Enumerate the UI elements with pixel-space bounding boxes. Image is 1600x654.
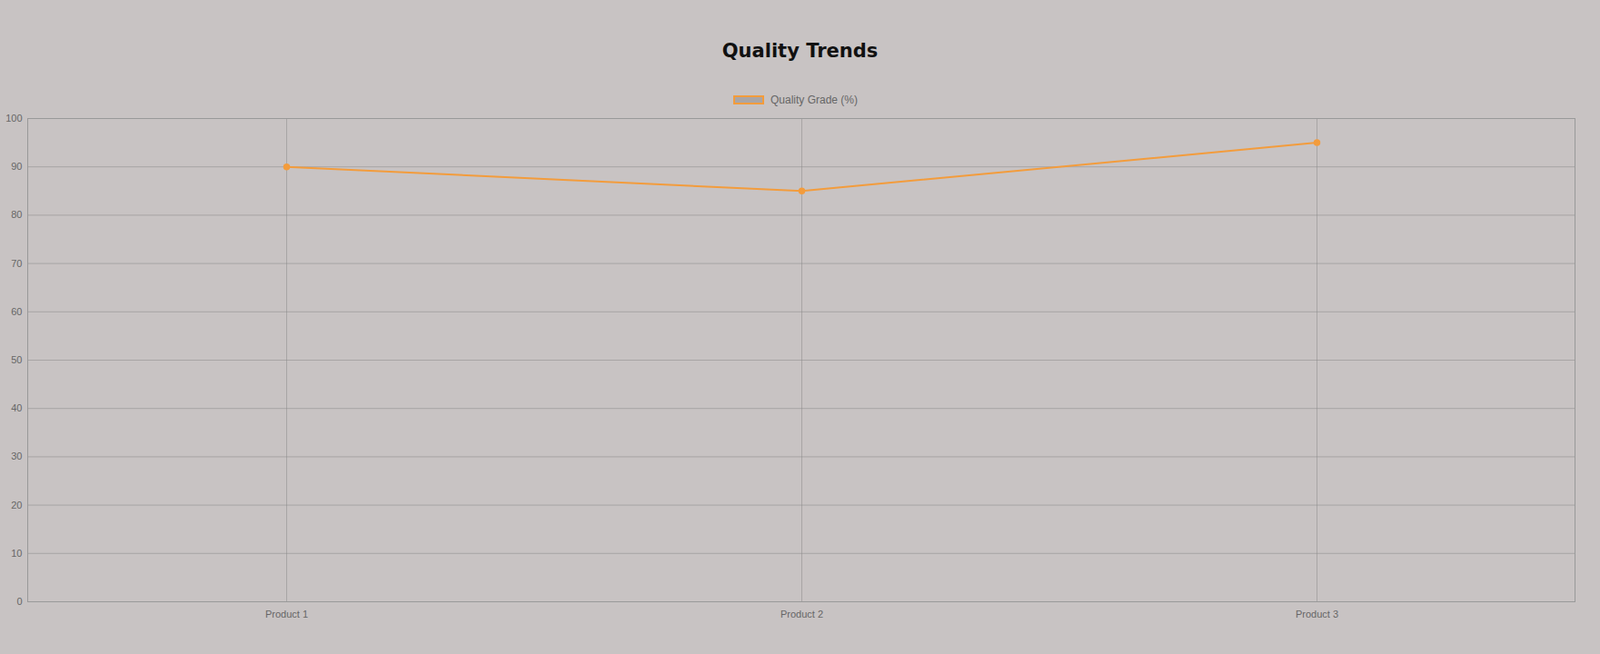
- svg-text:60: 60: [10, 306, 22, 318]
- svg-text:70: 70: [10, 258, 22, 269]
- svg-text:80: 80: [10, 208, 22, 220]
- svg-text:10: 10: [10, 547, 22, 559]
- svg-text:0: 0: [16, 596, 22, 607]
- svg-text:20: 20: [10, 499, 22, 511]
- svg-text:90: 90: [10, 160, 22, 172]
- svg-text:30: 30: [10, 450, 22, 462]
- svg-text:100: 100: [5, 112, 22, 124]
- svg-text:Product 2: Product 2: [780, 608, 824, 620]
- svg-text:Product 1: Product 1: [265, 608, 309, 620]
- svg-text:Product 3: Product 3: [1295, 608, 1339, 620]
- svg-text:40: 40: [10, 402, 22, 414]
- html-text:Quality Grade (%): Quality Grade (%): [770, 93, 858, 107]
- html-text:Quality Trends: Quality Trends: [722, 39, 878, 62]
- svg-text:50: 50: [10, 354, 22, 366]
